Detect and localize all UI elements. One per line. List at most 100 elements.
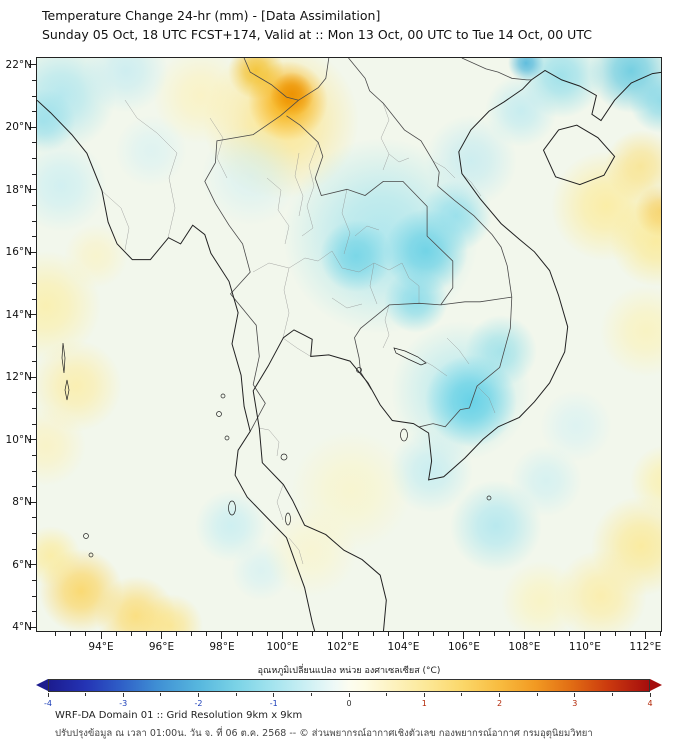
x-axis-tick-label: 102°E xyxy=(326,641,359,653)
y-axis-minor-tick xyxy=(32,345,36,347)
x-axis-tick xyxy=(523,632,525,639)
country-borders xyxy=(204,58,532,432)
x-axis-minor-tick xyxy=(433,632,435,636)
x-axis-tick-label: 106°E xyxy=(447,641,480,653)
y-axis-tick xyxy=(29,439,36,441)
x-axis-minor-tick xyxy=(85,632,87,636)
x-axis-tick xyxy=(281,632,283,639)
y-axis-tick xyxy=(29,564,36,566)
x-axis-minor-tick xyxy=(629,632,631,636)
x-axis-tick xyxy=(463,632,465,639)
x-axis-tick xyxy=(584,632,586,639)
anomaly-blob xyxy=(37,406,86,486)
y-axis-tick-label: 8°N xyxy=(12,496,32,509)
colorbar-tick xyxy=(273,693,275,697)
x-axis-tick xyxy=(402,632,404,639)
y-axis-minor-tick xyxy=(32,408,36,410)
nicobar-island xyxy=(88,552,94,558)
x-axis-tick xyxy=(342,632,344,639)
y-axis-tick xyxy=(29,189,36,191)
x-axis-tick-label: 94°E xyxy=(88,641,114,653)
colorbar-tick xyxy=(198,693,199,697)
map-title: Temperature Change 24-hr (mm) - [Data As… xyxy=(42,8,381,23)
colorbar xyxy=(36,679,662,692)
hainan-island xyxy=(542,124,616,186)
y-axis-minor-tick xyxy=(32,220,36,222)
tonle-sap-lake xyxy=(393,347,427,366)
x-axis-minor-tick xyxy=(327,632,329,636)
anomaly-blob xyxy=(485,75,557,147)
y-axis-tick-label: 14°N xyxy=(5,308,32,321)
colorbar-minor-tick xyxy=(536,693,538,696)
coastlines xyxy=(37,69,661,631)
map-plot-area xyxy=(36,57,662,632)
y-axis-minor-tick xyxy=(32,111,36,113)
y-axis-tick xyxy=(29,626,36,628)
islands-and-lakes xyxy=(61,342,492,558)
x-axis-minor-tick xyxy=(418,632,420,636)
y-axis-minor-tick xyxy=(32,423,36,425)
x-axis-tick xyxy=(100,632,102,639)
colorbar-minor-tick xyxy=(85,693,87,696)
x-axis-minor-tick xyxy=(176,632,178,636)
y-axis-tick xyxy=(29,64,36,66)
anomaly-blob xyxy=(265,505,357,597)
andaman-islands xyxy=(61,342,66,374)
colorbar-tick-label: -3 xyxy=(119,699,128,708)
y-axis-minor-tick xyxy=(32,517,36,519)
colorbar-title: อุณหภูมิเปลี่ยนแปลง หน่วย องศาเซลเซียส (… xyxy=(257,666,441,676)
x-axis-minor-tick xyxy=(554,632,556,636)
andaman-islands xyxy=(64,379,70,401)
colorbar-tick-label: -2 xyxy=(194,699,203,708)
x-axis-minor-tick xyxy=(508,632,510,636)
samui-island xyxy=(280,453,288,461)
colorbar-tick xyxy=(649,693,651,697)
colorbar-tick-label: 2 xyxy=(496,699,503,708)
x-axis-tick-label: 110°E xyxy=(568,641,601,653)
x-axis-minor-tick xyxy=(599,632,601,636)
colorbar-tick xyxy=(348,693,350,697)
colorbar-minor-tick xyxy=(611,693,613,696)
anomaly-blob xyxy=(635,185,661,237)
colorbar-minor-tick xyxy=(386,693,388,696)
x-axis-minor-tick xyxy=(614,632,616,636)
colorbar-tick xyxy=(574,693,576,697)
y-axis-tick xyxy=(29,501,36,503)
y-axis-minor-tick xyxy=(32,470,36,472)
colorbar-tick xyxy=(122,693,124,697)
y-axis-tick-label: 6°N xyxy=(12,558,32,571)
y-axis-minor-tick xyxy=(32,142,36,144)
con-son-island xyxy=(486,495,492,501)
koh-chang-island xyxy=(356,367,362,373)
colorbar-tick-label: 0 xyxy=(346,699,352,708)
x-axis-minor-tick xyxy=(206,632,208,636)
y-axis-minor-tick xyxy=(32,533,36,535)
y-axis-minor-tick xyxy=(32,579,36,581)
y-axis-tick-label: 18°N xyxy=(5,183,32,196)
map-subtitle: Sunday 05 Oct, 18 UTC FCST+174, Valid at… xyxy=(42,27,592,42)
y-axis-tick xyxy=(29,376,36,378)
x-axis-minor-tick xyxy=(493,632,495,636)
songkhla-lake xyxy=(285,512,291,526)
map-overlay xyxy=(37,58,661,631)
colorbar-tick xyxy=(423,693,425,697)
x-axis-minor-tick xyxy=(266,632,268,636)
mergui-island xyxy=(216,411,222,417)
y-axis-tick-label: 16°N xyxy=(5,246,32,259)
colorbar-tick xyxy=(499,693,500,697)
x-axis-minor-tick xyxy=(297,632,299,636)
phuket-island xyxy=(228,500,236,516)
x-axis-tick-label: 98°E xyxy=(209,641,235,653)
y-axis-tick xyxy=(29,314,36,316)
y-axis-tick-label: 22°N xyxy=(5,58,32,71)
x-axis-minor-tick xyxy=(357,632,359,636)
anomaly-blob xyxy=(540,390,612,462)
x-axis-minor-tick xyxy=(659,632,661,636)
x-axis-tick xyxy=(644,632,646,639)
footer-domain-info: WRF-DA Domain 01 :: Grid Resolution 9km … xyxy=(55,710,303,721)
y-axis-minor-tick xyxy=(32,595,36,597)
x-axis-minor-tick xyxy=(539,632,541,636)
anomaly-blob xyxy=(139,594,203,631)
mergui-island xyxy=(224,435,230,441)
